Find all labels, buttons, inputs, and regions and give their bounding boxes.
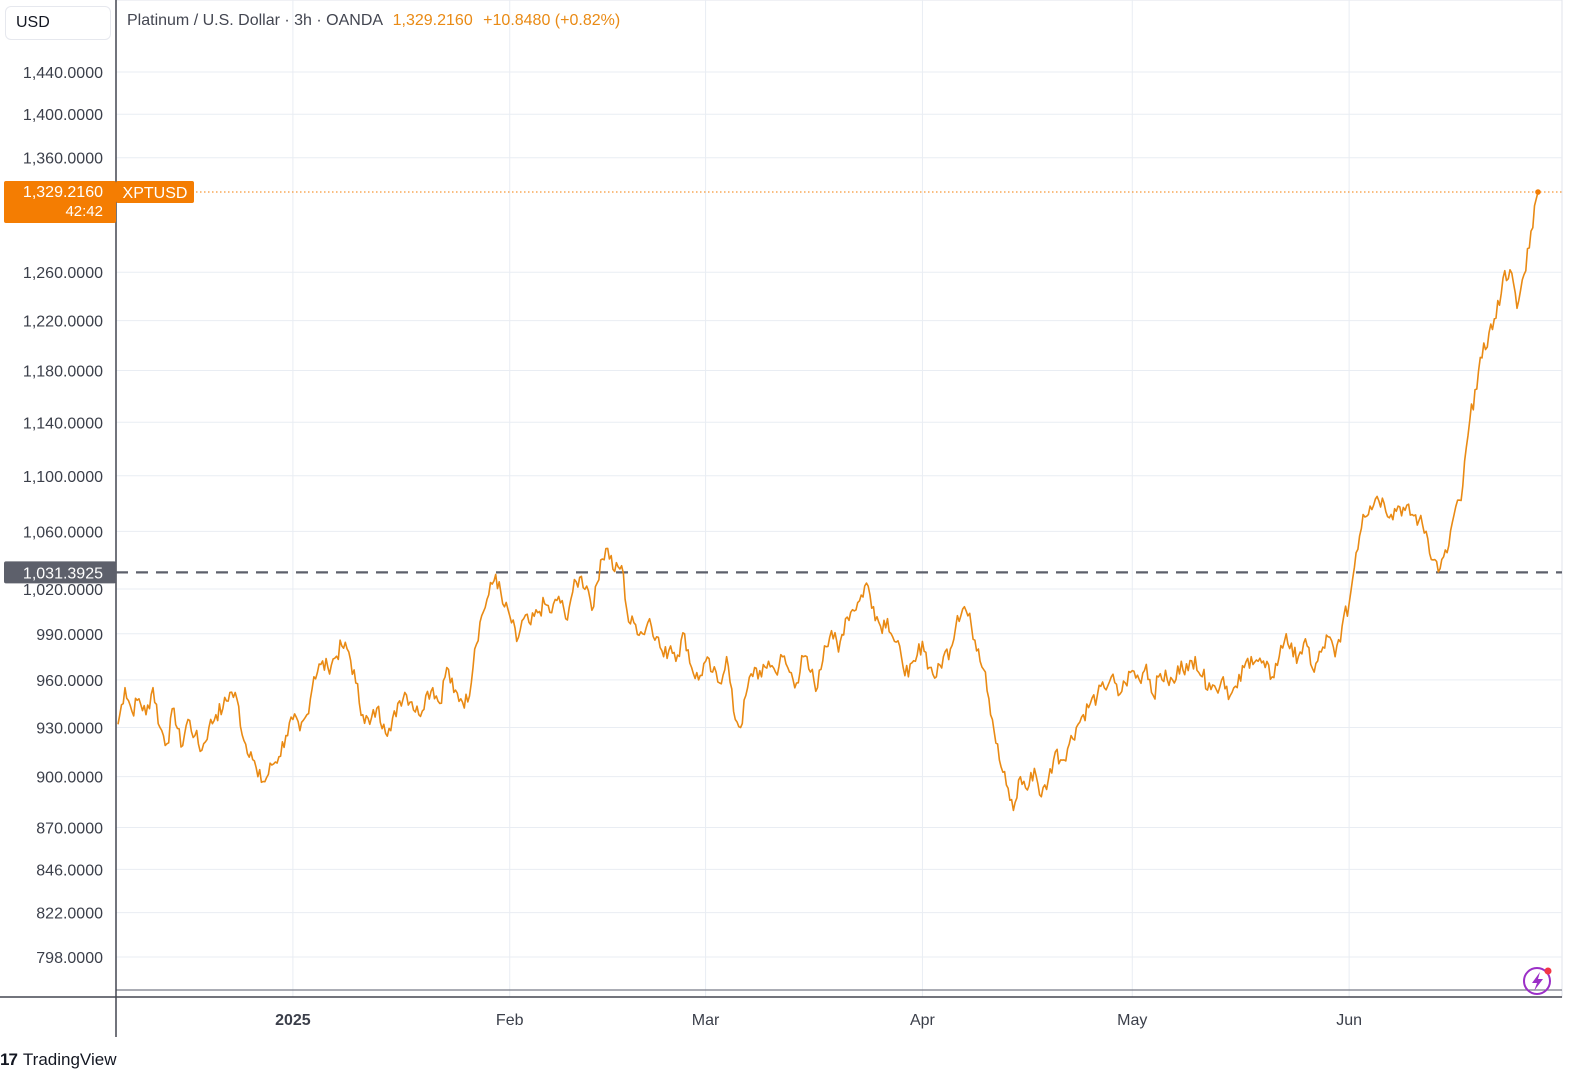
ticker-tag [116, 181, 194, 204]
y-tick-label: 1,260.0000 [23, 265, 103, 282]
reference-line [116, 191, 1562, 574]
x-tick-label: Apr [910, 1012, 936, 1029]
y-axis[interactable]: 1,440.0000 1,400.0000 1,360.0000 1,260.0000… [23, 0, 117, 1037]
y-tick-label: 1,100.0000 [23, 469, 103, 486]
y-tick-label: 1,440.0000 [23, 65, 103, 82]
y-tick-label: 1,400.0000 [23, 107, 103, 124]
lightning-icon[interactable] [1523, 967, 1552, 995]
symbol-title: Platinum / U.S. Dollar · 3h · OANDA [127, 12, 383, 29]
currency-label: USD [16, 14, 50, 31]
last-price-point [1535, 189, 1541, 195]
y-tick-label: 960.0000 [36, 673, 103, 690]
y-tick-label: 846.0000 [36, 862, 103, 879]
reference-price-tag [4, 561, 116, 584]
grid-lines [115, 0, 1563, 998]
x-tick-label: Jun [1336, 1012, 1362, 1029]
x-tick-label: 2025 [275, 1012, 311, 1029]
currency-selector[interactable]: USD [5, 6, 111, 40]
y-tick-label: 1,220.0000 [23, 314, 103, 331]
tradingview-logo-icon: 17 [0, 1050, 18, 1069]
axis-price-labels: 1,329.2160 42:42 XPTUSD 1,031.3925 [4, 181, 194, 584]
current-price-value: 1,329.2160 [23, 184, 103, 201]
y-tick-label: 822.0000 [36, 906, 103, 923]
plot-frame [115, 0, 1563, 998]
legend-last-value: 1,329.2160 [392, 12, 473, 29]
x-axis[interactable]: 2025 Feb Mar Apr May Jun [0, 996, 1562, 1029]
y-tick-label: 870.0000 [36, 820, 103, 837]
tradingview-brand[interactable]: 17 TradingView [0, 1050, 116, 1070]
y-tick-label: 1,140.0000 [23, 415, 103, 432]
x-tick-label: Feb [496, 1012, 524, 1029]
current-price-tag [4, 181, 116, 224]
y-tick-label: 1,360.0000 [23, 151, 103, 168]
y-tick-label: 900.0000 [36, 770, 103, 787]
x-tick-label: Mar [692, 1012, 720, 1029]
y-tick-label: 798.0000 [36, 950, 103, 967]
y-tick-label: 990.0000 [36, 627, 103, 644]
y-tick-label: 1,060.0000 [23, 524, 103, 541]
brand-name: TradingView [22, 1050, 117, 1069]
legend-change: +10.8480 (+0.82%) [483, 12, 621, 29]
x-tick-label: May [1117, 1012, 1147, 1029]
y-tick-label: 1,020.0000 [23, 582, 103, 599]
series-group [117, 189, 1541, 812]
price-series-line [117, 191, 1539, 812]
bar-countdown: 42:42 [65, 203, 103, 220]
reference-price-value: 1,031.3925 [23, 565, 103, 582]
y-tick-label: 930.0000 [36, 720, 103, 737]
chart-legend[interactable]: Platinum / U.S. Dollar · 3h · OANDA 1,32… [127, 12, 620, 30]
y-tick-label: 1,180.0000 [23, 364, 103, 381]
ticker-label: XPTUSD [123, 185, 188, 202]
